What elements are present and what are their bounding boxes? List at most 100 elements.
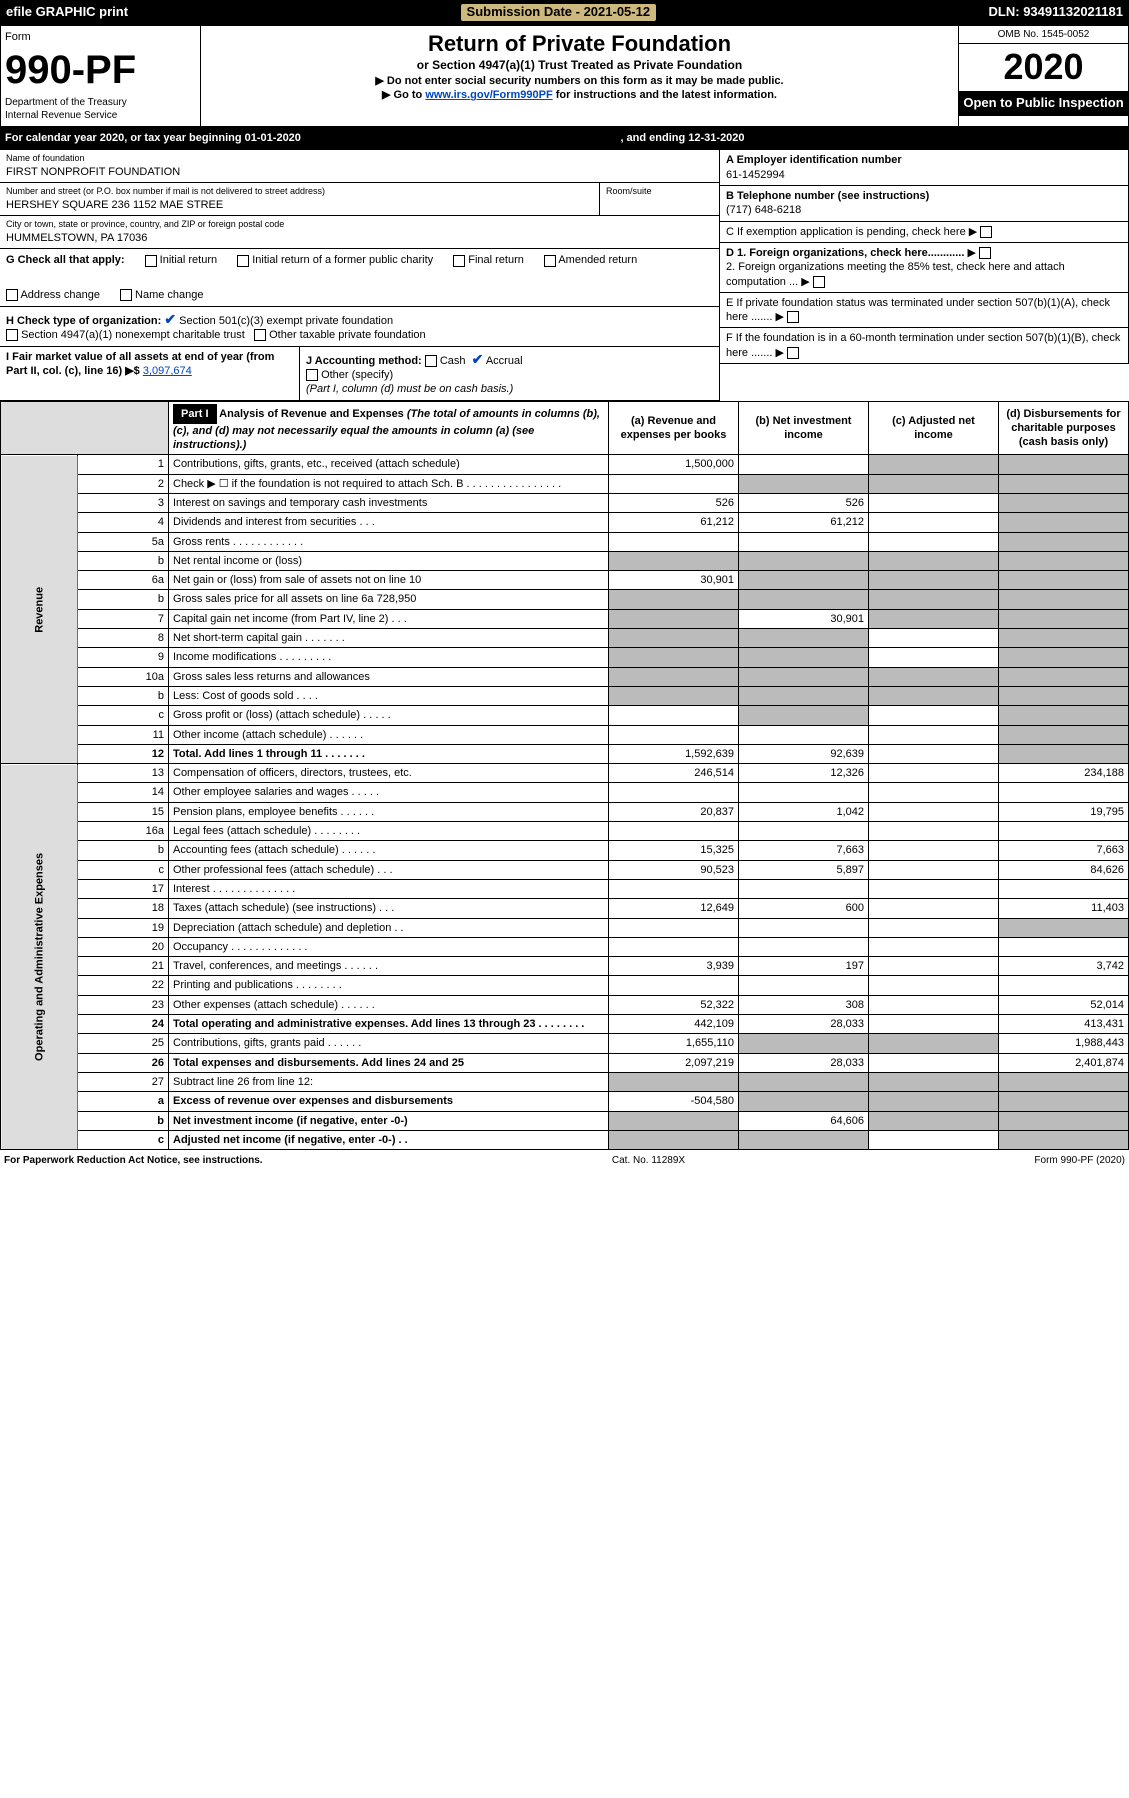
d1: D 1. Foreign organizations, check here..… — [726, 247, 964, 259]
cell-b — [739, 1130, 869, 1149]
row-text: Printing and publications . . . . . . . … — [169, 976, 609, 995]
city-cell: City or town, state or province, country… — [0, 216, 720, 249]
table-row: 25Contributions, gifts, grants paid . . … — [1, 1034, 1129, 1053]
cell-b: 12,326 — [739, 764, 869, 783]
cell-b: 7,663 — [739, 841, 869, 860]
city-label: City or town, state or province, country… — [6, 219, 713, 231]
row-number: 6a — [78, 571, 169, 590]
table-row: 26Total expenses and disbursements. Add … — [1, 1053, 1129, 1072]
row-number: 26 — [78, 1053, 169, 1072]
cell-a: 30,901 — [609, 571, 739, 590]
cell-c — [869, 841, 999, 860]
cell-a — [609, 1111, 739, 1130]
cell-c — [869, 629, 999, 648]
cell-c — [869, 513, 999, 532]
j-accrual: Accrual — [486, 355, 523, 367]
cell-d — [999, 1072, 1129, 1091]
cell-d — [999, 686, 1129, 705]
j-note: (Part I, column (d) must be on cash basi… — [306, 383, 513, 395]
row-text: Contributions, gifts, grants paid . . . … — [169, 1034, 609, 1053]
cell-b — [739, 706, 869, 725]
f-cell: F If the foundation is in a 60-month ter… — [720, 328, 1129, 364]
submission-date: Submission Date - 2021-05-12 — [461, 4, 657, 21]
table-row: cAdjusted net income (if negative, enter… — [1, 1130, 1129, 1149]
cell-c — [869, 976, 999, 995]
row-number: 16a — [78, 822, 169, 841]
col-d: (d) Disbursements for charitable purpose… — [999, 401, 1129, 455]
cell-a: 2,097,219 — [609, 1053, 739, 1072]
section-j: J Accounting method: Cash ✔ Accrual Othe… — [300, 347, 720, 401]
table-row: 19Depreciation (attach schedule) and dep… — [1, 918, 1129, 937]
addr-value: HERSHEY SQUARE 236 1152 MAE STREE — [6, 198, 593, 212]
row-number: b — [78, 686, 169, 705]
cell-a — [609, 532, 739, 551]
table-row: bNet investment income (if negative, ent… — [1, 1111, 1129, 1130]
cell-a: 52,322 — [609, 995, 739, 1014]
section-h: H Check type of organization: ✔ Section … — [0, 307, 720, 347]
cell-a — [609, 918, 739, 937]
cell-d — [999, 474, 1129, 493]
cell-b — [739, 455, 869, 474]
col-b: (b) Net investment income — [739, 401, 869, 455]
cell-d — [999, 667, 1129, 686]
form-link[interactable]: www.irs.gov/Form990PF — [425, 89, 552, 101]
dln: DLN: 93491132021181 — [989, 4, 1123, 21]
cell-d — [999, 937, 1129, 956]
g-opt-1: Initial return of a former public charit… — [237, 253, 433, 267]
row-text: Total expenses and disbursements. Add li… — [169, 1053, 609, 1072]
row-number: 22 — [78, 976, 169, 995]
row-number: 13 — [78, 764, 169, 783]
cell-b: 308 — [739, 995, 869, 1014]
cell-d — [999, 918, 1129, 937]
row-text: Gross rents . . . . . . . . . . . . — [169, 532, 609, 551]
row-text: Accounting fees (attach schedule) . . . … — [169, 841, 609, 860]
row-number: b — [78, 1111, 169, 1130]
dept-label: Department of the Treasury — [5, 96, 196, 109]
cell-d — [999, 706, 1129, 725]
table-row: 15Pension plans, employee benefits . . .… — [1, 802, 1129, 821]
cell-c — [869, 744, 999, 763]
form-title: Return of Private Foundation — [209, 30, 950, 59]
info-section: Name of foundation FIRST NONPROFIT FOUND… — [0, 150, 1129, 400]
cell-c — [869, 918, 999, 937]
cell-b: 197 — [739, 957, 869, 976]
topbar: efile GRAPHIC print Submission Date - 20… — [0, 0, 1129, 25]
row-text: Depreciation (attach schedule) and deple… — [169, 918, 609, 937]
cell-a — [609, 937, 739, 956]
cell-a — [609, 474, 739, 493]
cell-a — [609, 648, 739, 667]
cell-a — [609, 725, 739, 744]
cell-a: 3,939 — [609, 957, 739, 976]
footer-left: For Paperwork Reduction Act Notice, see … — [4, 1154, 263, 1167]
part1-label: Part I — [173, 404, 217, 424]
cell-a — [609, 1130, 739, 1149]
ein-value: 61-1452994 — [726, 168, 1122, 182]
cell-b — [739, 571, 869, 590]
calendar-year-bar: For calendar year 2020, or tax year begi… — [0, 127, 1129, 150]
row-number: 14 — [78, 783, 169, 802]
instruct-2: ▶ Go to www.irs.gov/Form990PF for instru… — [209, 88, 950, 102]
cell-d — [999, 648, 1129, 667]
cell-d — [999, 976, 1129, 995]
table-row: 3Interest on savings and temporary cash … — [1, 494, 1129, 513]
cell-d — [999, 783, 1129, 802]
cell-a — [609, 686, 739, 705]
cell-a: 526 — [609, 494, 739, 513]
foundation-name: FIRST NONPROFIT FOUNDATION — [6, 165, 713, 179]
f-label: F If the foundation is in a 60-month ter… — [726, 332, 1120, 358]
cell-a: 61,212 — [609, 513, 739, 532]
cell-c — [869, 822, 999, 841]
table-row: bNet rental income or (loss) — [1, 551, 1129, 570]
cell-b — [739, 937, 869, 956]
e-cell: E If private foundation status was termi… — [720, 293, 1129, 329]
form-subtitle: or Section 4947(a)(1) Trust Treated as P… — [209, 58, 950, 74]
table-row: 23Other expenses (attach schedule) . . .… — [1, 995, 1129, 1014]
j-other: Other (specify) — [321, 369, 393, 381]
cell-b — [739, 590, 869, 609]
cell-c — [869, 1053, 999, 1072]
c-cell: C If exemption application is pending, c… — [720, 222, 1129, 243]
d-cell: D 1. Foreign organizations, check here..… — [720, 243, 1129, 293]
j-other-box — [306, 369, 318, 381]
irs-label: Internal Revenue Service — [5, 109, 196, 122]
h-box-2 — [6, 329, 18, 341]
